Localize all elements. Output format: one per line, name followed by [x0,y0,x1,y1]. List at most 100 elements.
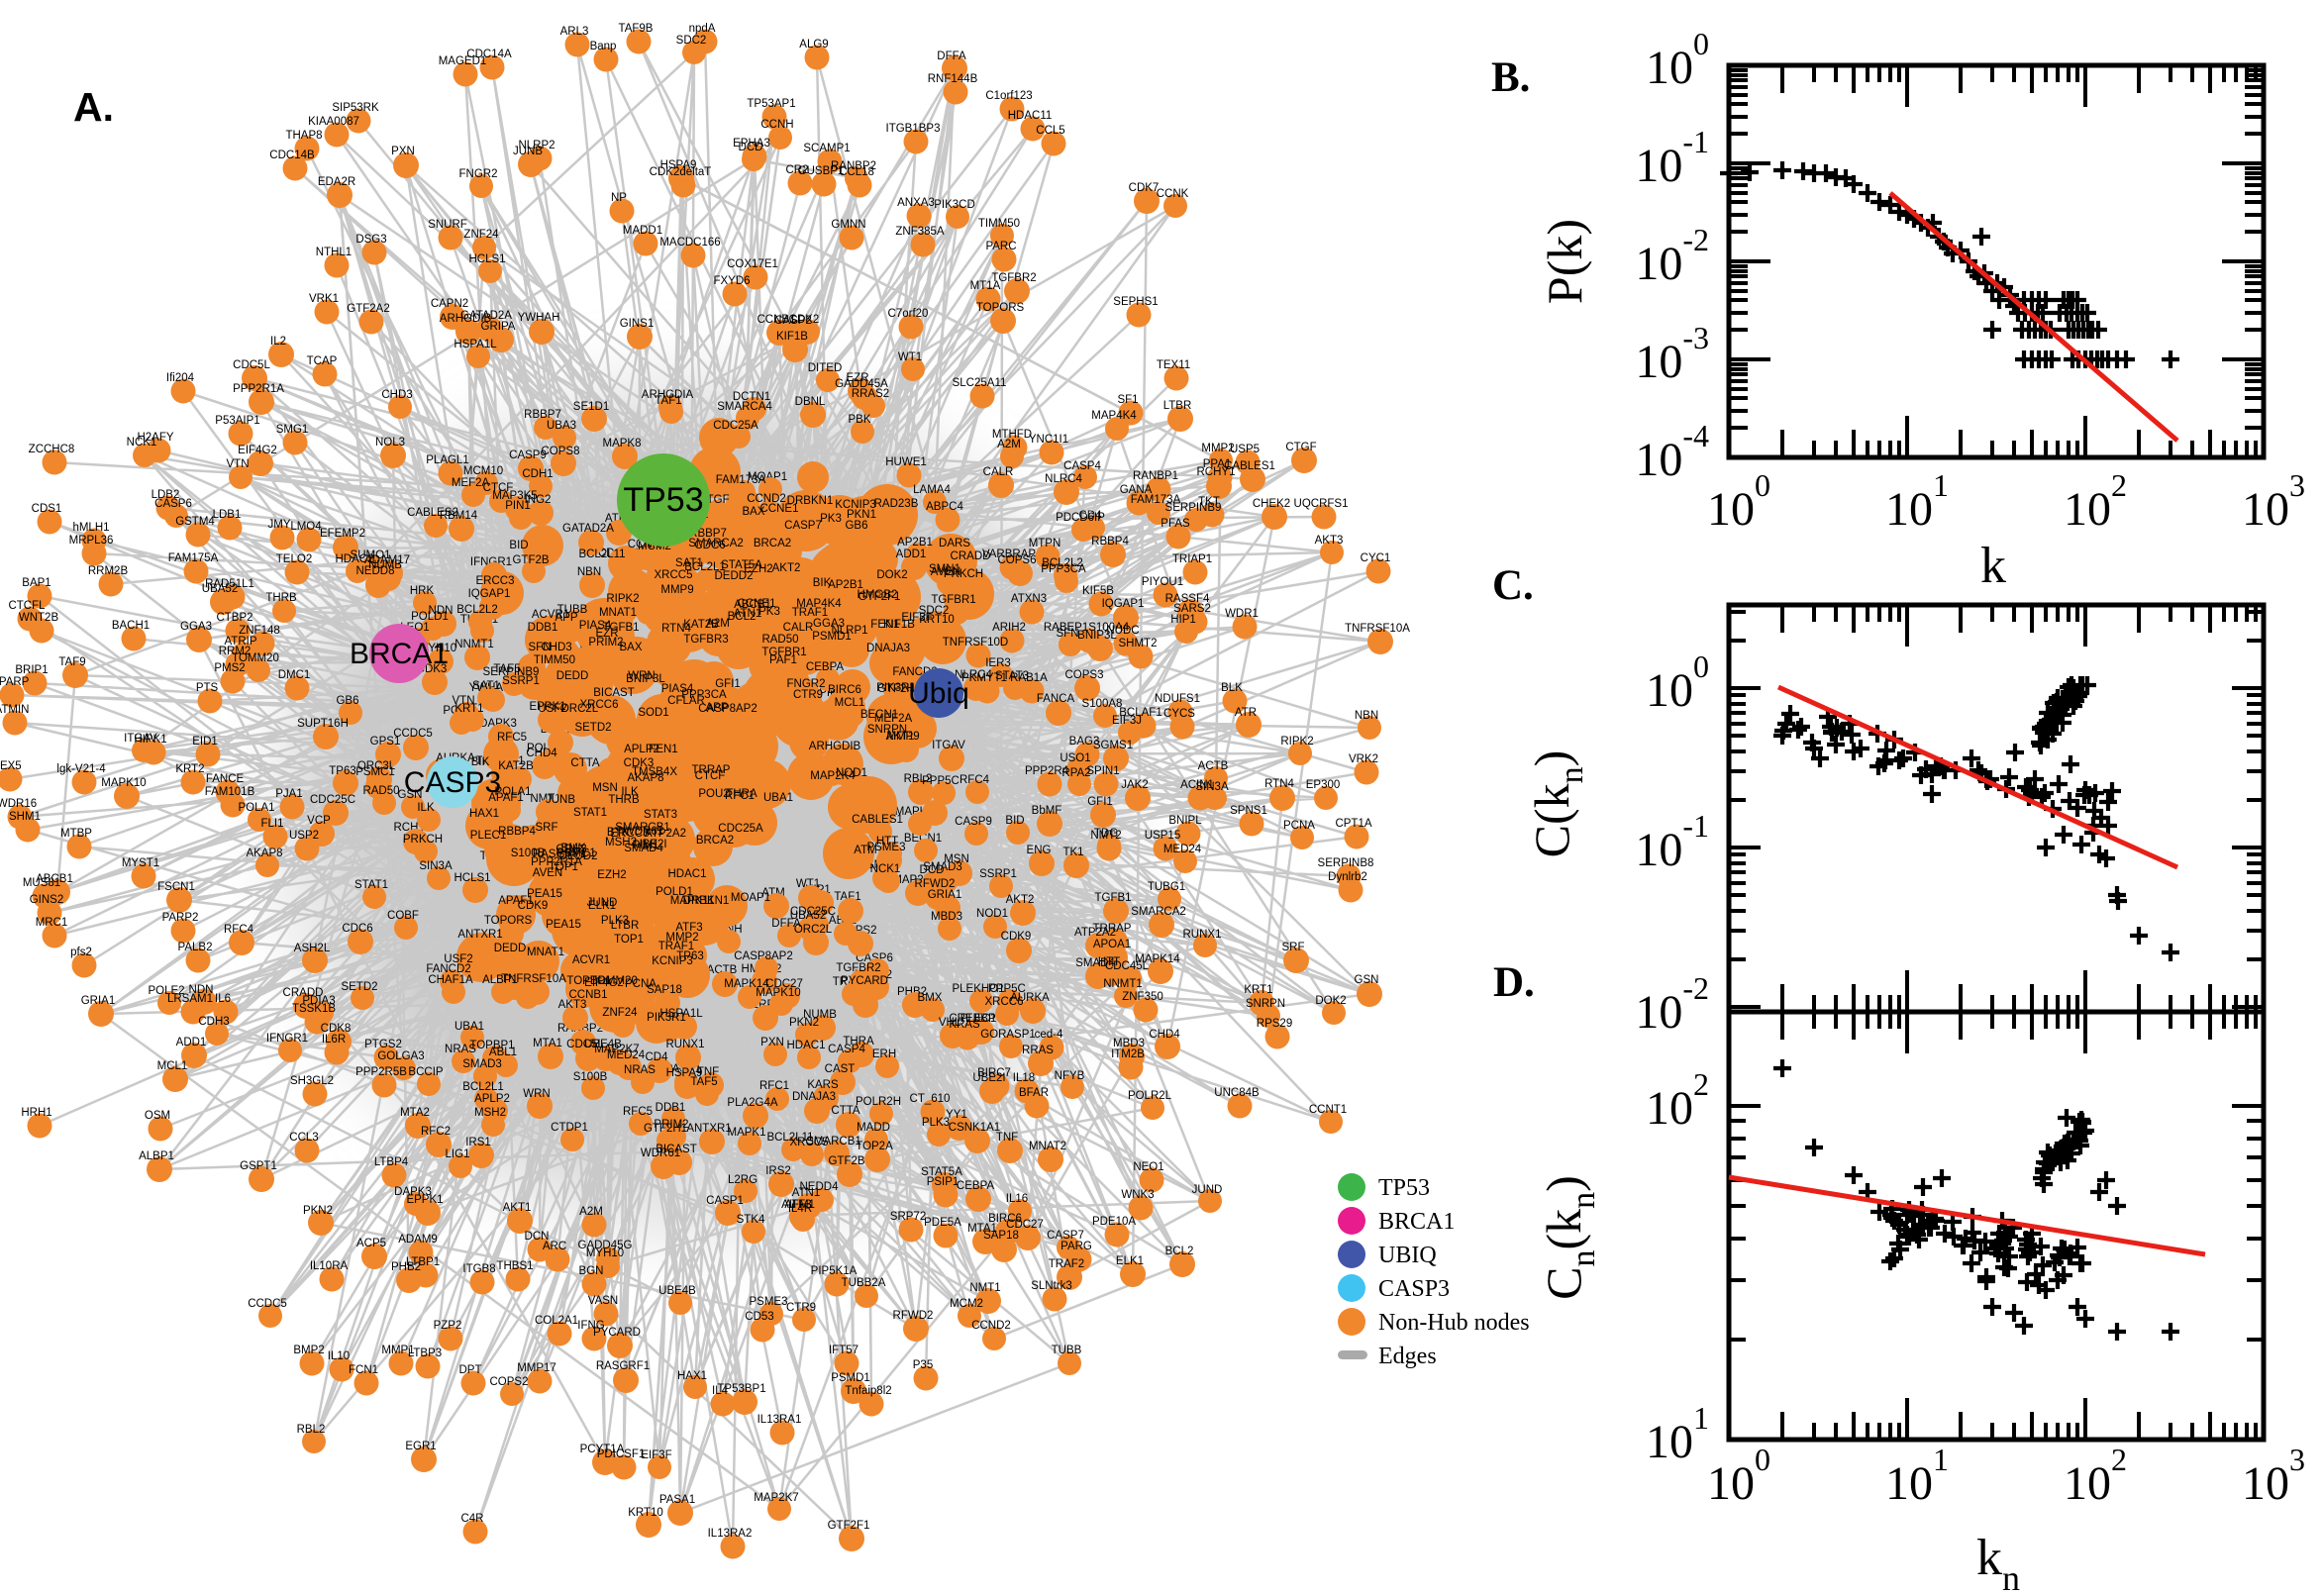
svg-text:BNIP3L: BNIP3L [626,673,665,685]
svg-text:EIF4G2: EIF4G2 [584,977,624,989]
svg-text:CDC14A: CDC14A [466,49,512,60]
svg-text:SAT1: SAT1 [472,680,500,692]
svg-text:CDC25A: CDC25A [713,420,758,432]
svg-text:CD4: CD4 [645,1051,668,1063]
svg-text:BCLAF1: BCLAF1 [1119,707,1162,719]
svg-text:CR2: CR2 [785,164,808,176]
svg-text:MAP4K4: MAP4K4 [1091,410,1137,422]
svg-text:B.: B. [1491,54,1530,101]
svg-text:RASGRF1: RASGRF1 [596,1360,650,1372]
svg-text:TGFBR1: TGFBR1 [761,647,806,658]
svg-text:PPA1: PPA1 [1203,458,1232,470]
svg-text:ARL3: ARL3 [560,26,589,38]
svg-text:POLA1: POLA1 [494,786,531,798]
svg-text:ERCC3: ERCC3 [476,575,515,587]
svg-text:PCNA: PCNA [1283,820,1315,832]
svg-text:THRA: THRA [843,1036,874,1047]
svg-text:BMX: BMX [561,843,586,854]
svg-text:CDH1: CDH1 [522,468,553,480]
svg-text:EPHA3: EPHA3 [733,138,770,150]
svg-text:WNK3: WNK3 [1121,1189,1154,1201]
svg-text:CAST: CAST [825,1063,856,1075]
svg-text:MMP9: MMP9 [660,584,693,596]
svg-text:RFC4: RFC4 [224,924,254,936]
svg-text:CDC25C: CDC25C [310,794,355,806]
svg-text:CDK9: CDK9 [518,900,549,912]
svg-text:SRF: SRF [1282,942,1305,953]
svg-text:WNT2B: WNT2B [19,612,59,624]
svg-text:BRCA1: BRCA1 [1378,1209,1455,1235]
svg-text:PRKCH: PRKCH [403,834,443,846]
svg-text:EZH2: EZH2 [744,563,772,575]
svg-text:BRIP1: BRIP1 [15,664,48,676]
svg-text:EIF4G2: EIF4G2 [238,445,277,456]
svg-text:BCL2L2: BCL2L2 [1042,557,1083,569]
svg-text:PSMD1: PSMD1 [812,631,852,643]
svg-text:CASP1: CASP1 [706,1195,744,1207]
svg-text:BbMF: BbMF [1032,805,1062,817]
svg-text:CDK8: CDK8 [321,1023,352,1035]
svg-text:BCCIP: BCCIP [408,1066,443,1078]
svg-text:CASP3: CASP3 [1378,1276,1450,1302]
svg-text:BCL2L11: BCL2L11 [578,549,625,560]
svg-text:DDB1: DDB1 [528,622,558,634]
svg-text:TIMM50: TIMM50 [978,218,1020,230]
svg-text:MYH10: MYH10 [586,1247,624,1259]
svg-text:GRIPA: GRIPA [481,321,516,333]
svg-text:SSRP1: SSRP1 [979,868,1017,880]
svg-text:SMARCA2: SMARCA2 [688,538,744,549]
svg-text:ACVR1: ACVR1 [532,609,569,621]
svg-text:EPPK1: EPPK1 [529,701,565,713]
svg-text:ATF3: ATF3 [675,922,702,934]
svg-text:PPP5C: PPP5C [922,775,960,787]
svg-text:SFN: SFN [529,642,552,653]
svg-text:PKN2: PKN2 [789,1017,819,1029]
svg-text:NCK1: NCK1 [127,437,157,449]
svg-text:PYCARD: PYCARD [593,1327,641,1339]
svg-text:CHD3: CHD3 [541,642,571,653]
svg-text:ARC: ARC [543,1241,566,1252]
svg-text:S100B: S100B [573,1071,608,1083]
svg-text:RBM14: RBM14 [440,510,478,522]
svg-text:KAT2B: KAT2B [683,619,719,631]
svg-text:ERCC3: ERCC3 [611,828,650,840]
svg-text:VHL: VHL [939,1017,961,1029]
svg-text:SEPHS1: SEPHS1 [1113,296,1158,308]
svg-text:GMNN: GMNN [831,219,865,231]
svg-text:CTR9: CTR9 [793,689,823,701]
svg-text:EZH2: EZH2 [597,869,626,881]
svg-text:Dynlrb2: Dynlrb2 [1328,871,1367,883]
svg-text:NEDD8: NEDD8 [356,565,395,577]
svg-text:NUMB: NUMB [803,1009,837,1021]
svg-text:PSMC1: PSMC1 [355,766,395,778]
svg-text:TP63: TP63 [676,950,704,962]
svg-text:CYCS: CYCS [1163,708,1195,720]
svg-text:GSN: GSN [398,789,423,801]
svg-text:ITGAV: ITGAV [124,733,157,745]
svg-text:RFC1: RFC1 [725,790,755,802]
svg-text:RFC5: RFC5 [623,1106,653,1118]
svg-text:APLP2: APLP2 [474,1093,510,1105]
svg-text:KRT10: KRT10 [628,1507,663,1519]
svg-text:STAT3: STAT3 [995,670,1029,682]
svg-text:STAT5A: STAT5A [921,1166,962,1178]
svg-text:RABEP1S100A4: RABEP1S100A4 [1044,622,1130,634]
svg-text:UBA52: UBA52 [790,910,826,922]
svg-text:TUBB: TUBB [557,604,588,616]
svg-text:IRS1: IRS1 [465,1137,491,1148]
svg-text:ABCB1: ABCB1 [36,873,73,885]
svg-text:DNAJA3: DNAJA3 [866,643,910,654]
svg-text:CDC45L: CDC45L [1105,960,1150,972]
svg-text:PPP2R4: PPP2R4 [1025,765,1069,777]
svg-text:NNMT1: NNMT1 [454,639,494,650]
svg-text:ARHGDIA: ARHGDIA [642,389,694,401]
svg-text:RBL2: RBL2 [904,773,933,785]
svg-text:MAP2K7: MAP2K7 [754,1492,798,1504]
svg-text:MTPN: MTPN [1029,538,1061,549]
svg-text:TOPBP1: TOPBP1 [566,975,611,987]
svg-text:BAX: BAX [742,506,764,518]
svg-text:DRBKN1: DRBKN1 [787,495,834,507]
svg-text:PFAS: PFAS [1161,518,1190,530]
svg-text:SERPINB9: SERPINB9 [1165,502,1222,514]
svg-text:Non-Hub nodes: Non-Hub nodes [1378,1310,1530,1336]
